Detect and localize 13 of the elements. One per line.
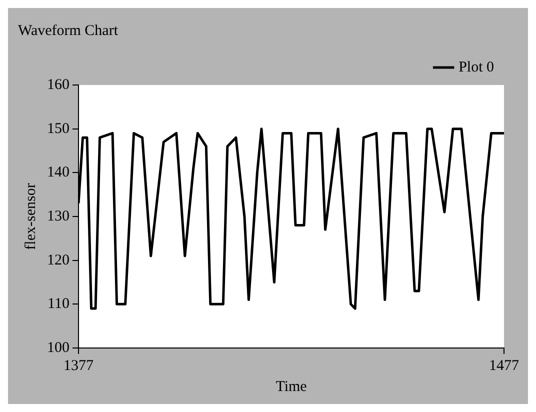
x-axis-title: Time — [276, 378, 308, 395]
y-axis-title: flex-sensor — [22, 183, 39, 250]
y-tick-label: 130 — [47, 208, 70, 224]
y-tick-label: 140 — [47, 164, 70, 181]
x-tick-label: 1377 — [64, 358, 94, 374]
x-tick-label: 1477 — [489, 358, 520, 374]
y-tick-label: 100 — [47, 340, 70, 356]
chart-title: Waveform Chart — [18, 22, 119, 39]
y-tick-label: 160 — [47, 76, 70, 93]
y-tick-label: 110 — [48, 296, 70, 312]
y-tick-label: 120 — [47, 252, 70, 268]
legend-label: Plot 0 — [458, 59, 494, 76]
y-tick-label: 150 — [47, 120, 70, 137]
